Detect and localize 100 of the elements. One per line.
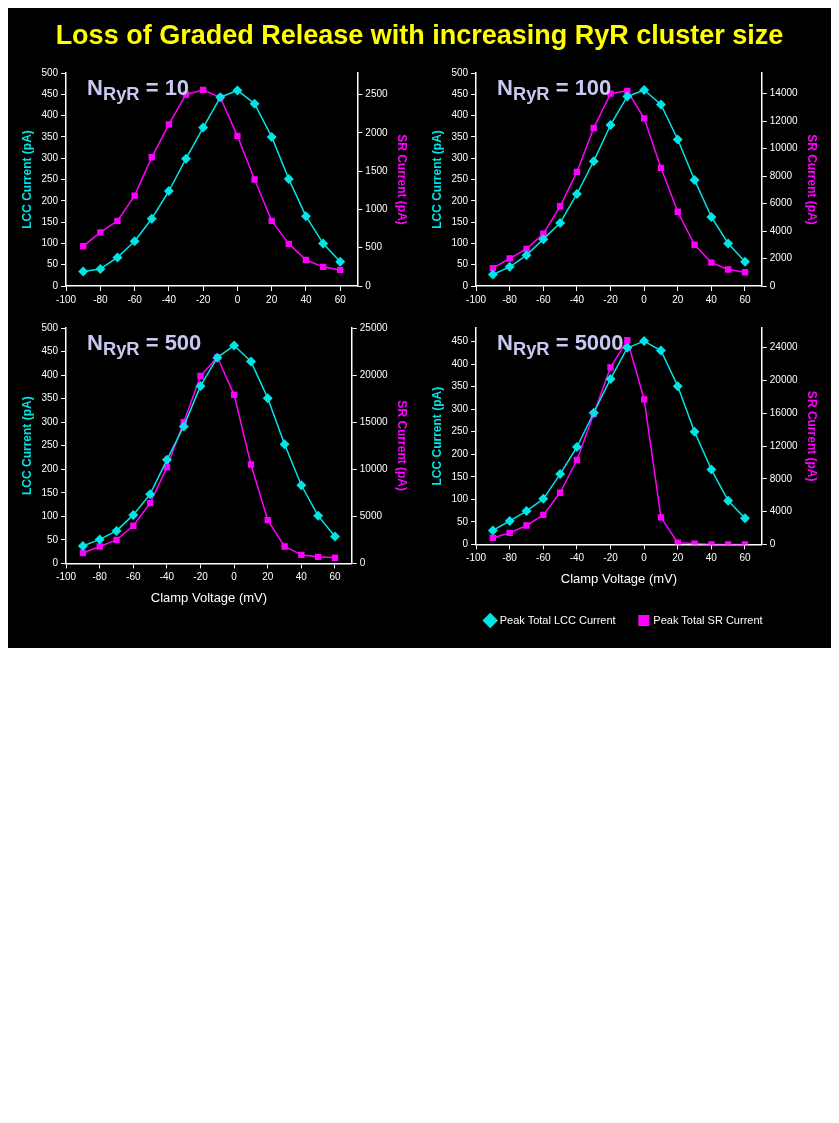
point [281,543,288,550]
y-tick-label: 300 [41,151,59,163]
y-tick-label: 450 [451,88,469,100]
y-tick-label: 150 [41,486,59,498]
y2-tick-label: 8000 [769,472,793,484]
point [279,439,290,450]
y2-tick-label: 2000 [769,252,793,264]
point [229,340,240,351]
point [298,551,305,559]
point [146,213,157,224]
point [178,421,189,432]
point [163,186,174,196]
x-tick-label: 40 [705,552,718,564]
point [165,121,173,128]
point [672,134,683,145]
y2-tick-label: 20000 [359,368,389,380]
x-axis-title: Clamp Voltage (mV) [150,589,268,605]
point [521,250,532,261]
point [739,513,750,524]
y-tick-label: 300 [451,402,469,414]
point [251,176,258,183]
x-tick-label: -40 [161,293,177,305]
x-tick-label: -100 [56,571,77,583]
legend-label: Peak Total LCC Current [499,613,616,626]
y2-tick-label: 8000 [769,169,793,181]
y-tick-label: 0 [462,538,469,550]
y-tick-label: 400 [451,109,469,121]
point [571,188,582,199]
y-tick-label: 450 [41,345,59,357]
x-tick-label: -60 [127,293,143,305]
point [689,174,700,185]
x-tick-label: 20 [262,571,274,583]
point [706,211,717,222]
y2-axis-title: SR Current (pA) [395,134,410,225]
annotation: N$_{RyR}$ = 500 [87,330,202,361]
point [655,345,666,356]
point [487,269,498,280]
y-tick-label: 350 [451,130,469,142]
x-tick-label: -40 [569,293,585,305]
y-tick-label: 50 [46,533,59,545]
x-tick-label: -100 [466,552,487,564]
y-tick-label: 100 [41,510,59,522]
point [247,461,255,468]
y-tick-label: 300 [451,151,469,163]
y-tick-label: 50 [456,515,469,527]
point [197,372,204,380]
y2-tick-label: 25000 [359,321,389,333]
y-tick-label: 50 [456,258,469,270]
point [691,241,698,248]
point [128,509,139,520]
x-tick-label: 0 [234,293,241,305]
y-tick-label: 350 [41,130,59,142]
point [725,266,732,273]
x-tick-label: -20 [193,571,209,583]
y-tick-label: 400 [41,109,59,121]
x-tick-label: 0 [641,552,648,564]
point [95,263,106,274]
point [300,211,311,222]
y2-tick-label: 1000 [365,203,389,215]
x-tick-label: -40 [569,552,585,564]
y2-tick-label: 5000 [359,510,383,522]
x-tick-label: -20 [603,293,619,305]
annotation: N$_{RyR}$ = 100 [497,75,612,106]
y-tick-label: 500 [41,66,59,78]
y-tick-label: 250 [41,173,59,185]
y2-tick-label: 6000 [769,197,793,209]
x-tick-label: -40 [159,571,175,583]
x-tick-label: 40 [705,293,718,305]
y2-tick-label: 0 [769,279,776,291]
point [313,510,324,521]
point [605,119,616,130]
x-tick-label: -60 [536,552,551,564]
point [639,336,650,347]
y-tick-label: 400 [41,368,59,380]
y2-tick-label: 4000 [769,224,793,236]
x-tick-label: -100 [56,293,77,305]
point [571,442,582,453]
y2-tick-label: 2000 [365,126,389,138]
point [521,506,532,517]
point [78,266,89,277]
y-axis-title: LCC Current (pA) [429,130,444,229]
point [555,217,566,228]
point [283,174,294,185]
y2-tick-label: 20000 [769,374,799,386]
y-tick-label: 350 [451,380,469,392]
legend-label: Peak Total SR Current [653,613,763,626]
x-tick-label: 40 [295,571,308,583]
x-tick-label: 60 [739,293,751,305]
y2-tick-label: 12000 [769,114,799,126]
annotation: N$_{RyR}$ = 10 [87,75,190,106]
y2-tick-label: 1500 [365,164,389,176]
point [607,364,614,371]
y-tick-label: 100 [451,493,469,505]
point [739,256,750,267]
y-tick-label: 400 [451,357,469,369]
point [723,238,734,249]
y-tick-label: 50 [46,258,59,270]
y-tick-label: 0 [52,279,59,291]
x-tick-label: 0 [231,571,238,583]
point [195,380,206,391]
